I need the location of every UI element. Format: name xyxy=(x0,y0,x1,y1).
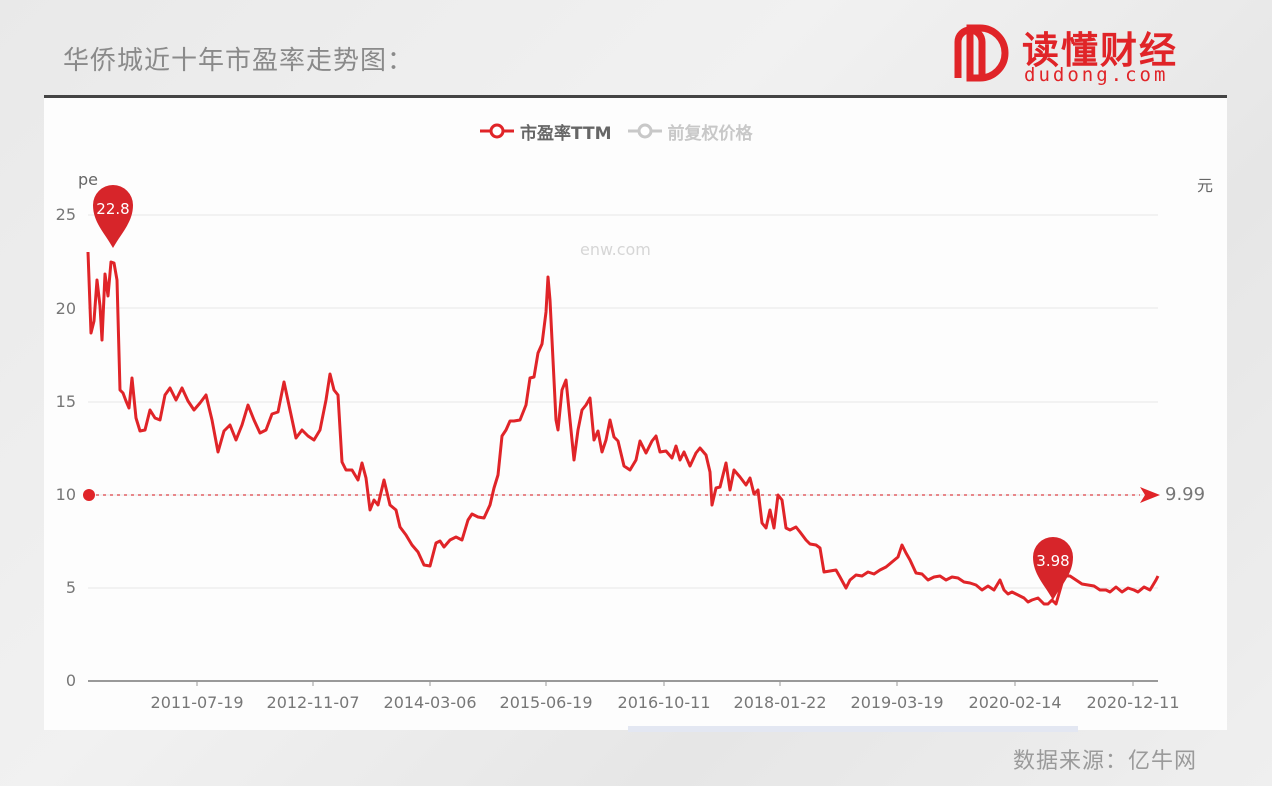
legend-label: 前复权价格 xyxy=(667,123,753,144)
y-tick: 0 xyxy=(65,671,76,690)
max-value-label: 22.8 xyxy=(96,200,129,218)
page-title: 华侨城近十年市盈率走势图： xyxy=(63,46,415,76)
y-axis-unit-right: 元 xyxy=(1197,176,1214,195)
header-divider xyxy=(44,95,1227,98)
y-tick: 20 xyxy=(55,299,76,318)
logo-mark-icon xyxy=(954,24,1009,82)
chart-legend: 市盈率TTM 前复权价格 xyxy=(480,118,753,144)
logo-text-cn: 读懂财经 xyxy=(1022,29,1178,72)
min-value-label: 3.98 xyxy=(1036,552,1069,570)
watermark: enw.com xyxy=(580,240,651,259)
average-line-start-dot xyxy=(83,489,95,501)
x-tick: 2012-11-07 xyxy=(266,693,360,712)
legend-item-pe-ttm[interactable]: 市盈率TTM xyxy=(480,119,612,144)
average-value-label: 9.99 xyxy=(1165,484,1206,505)
y-axis-unit-left: pe xyxy=(78,170,98,189)
y-tick: 25 xyxy=(55,205,76,224)
pe-ttm-line xyxy=(86,251,1160,606)
chart-frame-footer-bar xyxy=(628,726,1078,732)
x-tick: 2020-12-11 xyxy=(1086,693,1180,712)
brand-logo: 读懂财经 dudong.com xyxy=(950,20,1190,90)
grid-lines xyxy=(88,214,1158,589)
legend-item-price[interactable]: 前复权价格 xyxy=(627,119,753,144)
y-tick: 10 xyxy=(55,485,76,504)
x-tick: 2020-02-14 xyxy=(968,693,1062,712)
legend-line-circle-icon xyxy=(480,123,514,139)
data-source-caption: 数据来源：亿牛网 xyxy=(1013,749,1198,774)
legend-line-circle-icon xyxy=(627,123,662,139)
y-tick: 5 xyxy=(65,578,76,597)
legend-label: 市盈率TTM xyxy=(520,123,612,144)
logo-text-en: dudong.com xyxy=(1024,64,1169,86)
x-tick: 2015-06-19 xyxy=(499,693,593,712)
x-tick: 2019-03-19 xyxy=(850,693,944,712)
chart-frame xyxy=(44,98,1227,730)
x-tick: 2011-07-19 xyxy=(150,693,244,712)
min-value-pin: 3.98 xyxy=(1033,537,1073,600)
x-tick: 2018-01-22 xyxy=(733,693,827,712)
x-tick: 2014-03-06 xyxy=(383,693,477,712)
max-value-pin: 22.8 xyxy=(93,185,133,248)
y-tick: 15 xyxy=(55,392,76,411)
average-line-arrow-icon xyxy=(1140,487,1160,503)
x-axis-ticks xyxy=(196,681,1134,686)
x-tick: 2016-10-11 xyxy=(617,693,711,712)
